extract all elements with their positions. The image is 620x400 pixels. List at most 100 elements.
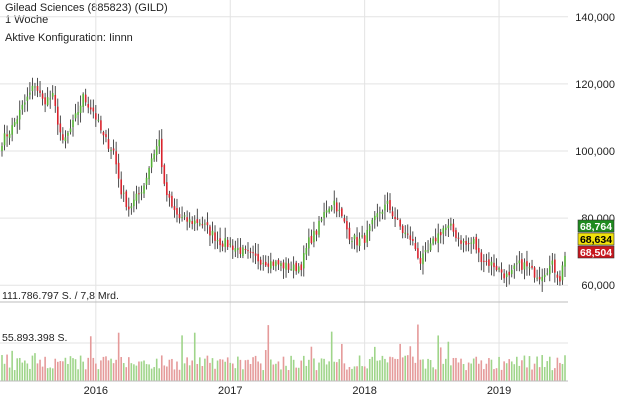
candle-body: [500, 269, 503, 273]
volume-bar: [399, 343, 401, 381]
volume-bar: [120, 356, 122, 381]
volume-bar: [546, 361, 549, 381]
candle-body: [485, 260, 488, 262]
volume-bar: [559, 362, 561, 381]
candle-body: [401, 225, 404, 234]
volume-bar: [412, 356, 414, 381]
candle-body: [229, 243, 232, 245]
volume-bar: [406, 355, 409, 381]
candle-body: [450, 223, 452, 226]
candle-body: [320, 219, 323, 221]
candle-body: [417, 248, 419, 259]
candle-body: [455, 230, 457, 239]
candle-body: [64, 137, 67, 142]
candle-body: [87, 103, 90, 108]
volume-bar: [417, 324, 419, 381]
candle-body: [561, 265, 564, 281]
candle-body: [412, 239, 414, 242]
volume-bar: [16, 358, 19, 381]
candle-body: [457, 237, 460, 239]
candle-body: [72, 120, 74, 128]
volume-bar: [239, 359, 242, 381]
volume-bar: [353, 366, 356, 381]
volume-bar: [24, 360, 26, 381]
candle-body: [536, 277, 538, 279]
volume-bar: [59, 361, 62, 381]
candle-body: [191, 221, 194, 224]
volume-bar: [462, 363, 465, 381]
candle-body: [262, 262, 265, 264]
volume-bar: [305, 365, 308, 381]
candle-body: [559, 276, 561, 282]
volume-bar: [155, 358, 158, 381]
candle-body: [140, 192, 143, 194]
volume-bar: [95, 363, 97, 381]
volume-bar: [409, 346, 412, 381]
candle-body: [150, 158, 153, 168]
volume-bar: [564, 355, 566, 381]
candle-body: [163, 165, 166, 184]
candle-body: [434, 237, 437, 242]
candle-body: [498, 267, 500, 270]
candle-body: [125, 191, 128, 207]
volume-bar: [333, 361, 336, 381]
candle-body: [24, 102, 26, 105]
volume-bar: [363, 366, 366, 381]
candle-body: [3, 133, 6, 146]
candle-body: [422, 253, 424, 265]
volume-bar: [64, 357, 67, 381]
volume-bar: [31, 355, 34, 381]
candle-body: [115, 151, 117, 165]
volume-bar: [8, 367, 11, 381]
candle-body: [183, 215, 186, 217]
volume-bar: [29, 368, 31, 381]
candle-body: [333, 200, 336, 206]
candle-body: [305, 248, 308, 255]
candle-body: [29, 92, 31, 95]
volume-bar: [270, 359, 272, 381]
candle-body: [528, 267, 531, 269]
candle-body: [249, 251, 252, 253]
candle-body: [483, 260, 485, 262]
candle-body: [56, 106, 59, 125]
candle-body: [328, 208, 330, 213]
candle-body: [13, 122, 16, 126]
candle-body: [41, 93, 44, 99]
volume-bar: [528, 356, 531, 381]
volume-bar: [313, 358, 315, 381]
volume-bar: [196, 363, 199, 381]
price-tick-label: 100,000: [575, 146, 615, 158]
candle-body: [381, 211, 384, 214]
candle-body: [6, 134, 8, 137]
candle-body: [490, 261, 493, 266]
volume-bar: [445, 358, 447, 381]
candle-body: [505, 273, 508, 278]
candle-body: [84, 94, 87, 103]
candle-body: [346, 221, 348, 230]
candle-body: [275, 261, 277, 267]
volume-bar: [183, 363, 186, 381]
volume-scale-label: 111.786.797 S. / 7,8 Mrd.: [2, 290, 119, 302]
volume-bar: [186, 357, 188, 381]
candle-body: [427, 250, 429, 252]
volume-bar: [39, 359, 41, 381]
candle-body: [285, 262, 287, 270]
candle-body: [254, 253, 257, 256]
candle-body: [44, 97, 46, 105]
candle-body: [211, 230, 214, 236]
volume-bar: [310, 346, 313, 381]
candle-body: [130, 206, 133, 209]
candle-body: [396, 218, 399, 220]
volume-bar: [117, 332, 120, 381]
volume-bar: [122, 363, 125, 381]
candle-body: [338, 209, 341, 212]
volume-bar: [51, 368, 54, 381]
candle-body: [105, 134, 107, 138]
candle-body: [363, 235, 366, 243]
volume-bar: [226, 357, 229, 381]
volume-bar: [259, 363, 262, 381]
candle-body: [510, 269, 513, 275]
volume-bar: [439, 347, 442, 381]
candle-body: [231, 245, 234, 250]
volume-bar: [125, 367, 128, 381]
